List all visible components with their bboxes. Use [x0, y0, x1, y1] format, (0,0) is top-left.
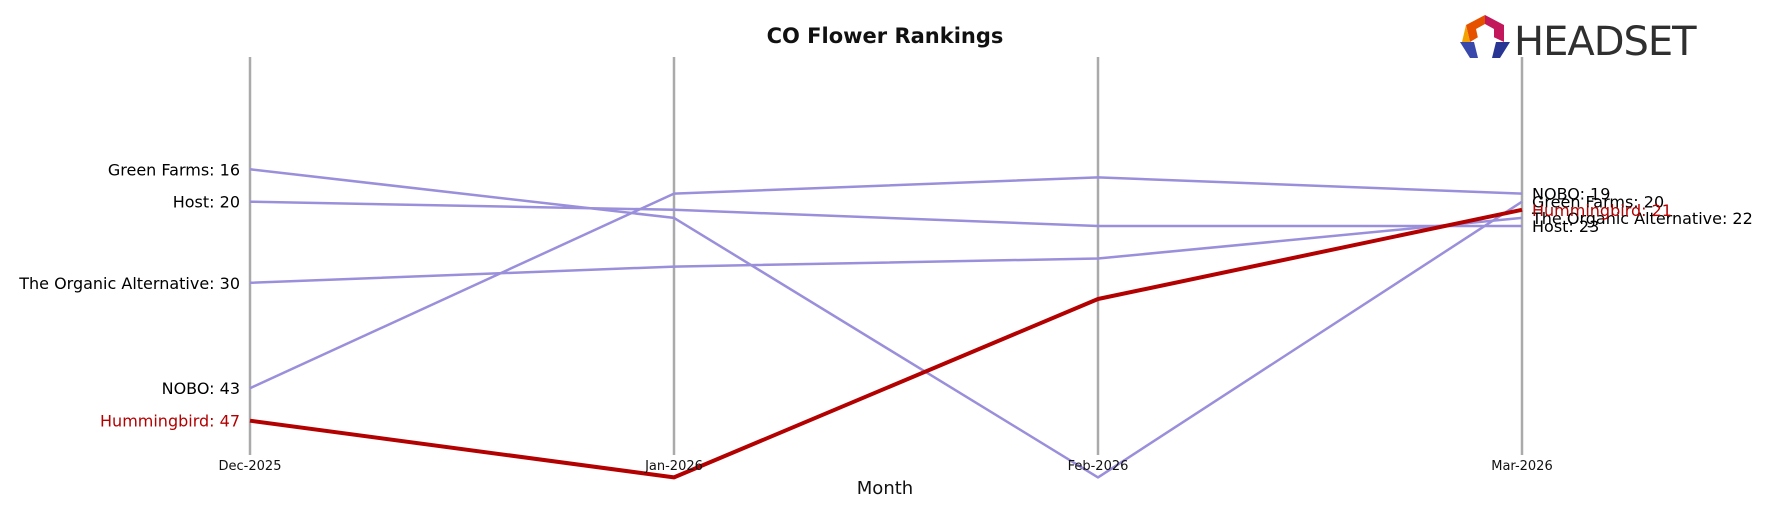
series-line	[249, 207, 1523, 480]
headset-logo: HEADSET	[1460, 15, 1698, 65]
series-line	[249, 168, 1523, 479]
series-start-label: NOBO: 43	[162, 379, 240, 398]
series-end-label: Green Farms: 20	[1532, 193, 1664, 212]
series-lines	[249, 168, 1523, 480]
series-start-label: Host: 20	[173, 193, 240, 212]
x-tick-label: Mar-2026	[1491, 459, 1552, 474]
x-tick-label: Jan-2026	[644, 459, 703, 474]
series-end-label: NOBO: 19	[1532, 185, 1610, 204]
month-axes	[248, 57, 1524, 455]
series-line	[249, 216, 1523, 285]
headset-logo-text: HEADSET	[1514, 19, 1697, 65]
headset-logo-mark	[1460, 15, 1510, 58]
series-line	[249, 200, 1522, 228]
series-start-label: The Organic Alternative: 30	[18, 274, 240, 293]
series-end-label: Host: 23	[1532, 217, 1599, 236]
series-start-label: Green Farms: 16	[108, 160, 240, 179]
series-end-label: The Organic Alternative: 22	[1531, 209, 1753, 228]
x-tick-label: Feb-2026	[1068, 459, 1129, 474]
x-tick-label: Dec-2025	[219, 459, 282, 474]
x-axis-label: Month	[857, 478, 913, 499]
chart-title: CO Flower Rankings	[767, 24, 1004, 48]
x-tick-labels: Dec-2025 Jan-2026 Feb-2026 Mar-2026	[219, 459, 1553, 474]
series-line	[249, 176, 1523, 390]
series-end-label: Hummingbird: 21	[1532, 201, 1672, 220]
series-start-label: Hummingbird: 47	[100, 412, 240, 431]
series-labels: Green Farms: 16 Green Farms: 20 Host: 20 Ho…	[18, 160, 1753, 430]
